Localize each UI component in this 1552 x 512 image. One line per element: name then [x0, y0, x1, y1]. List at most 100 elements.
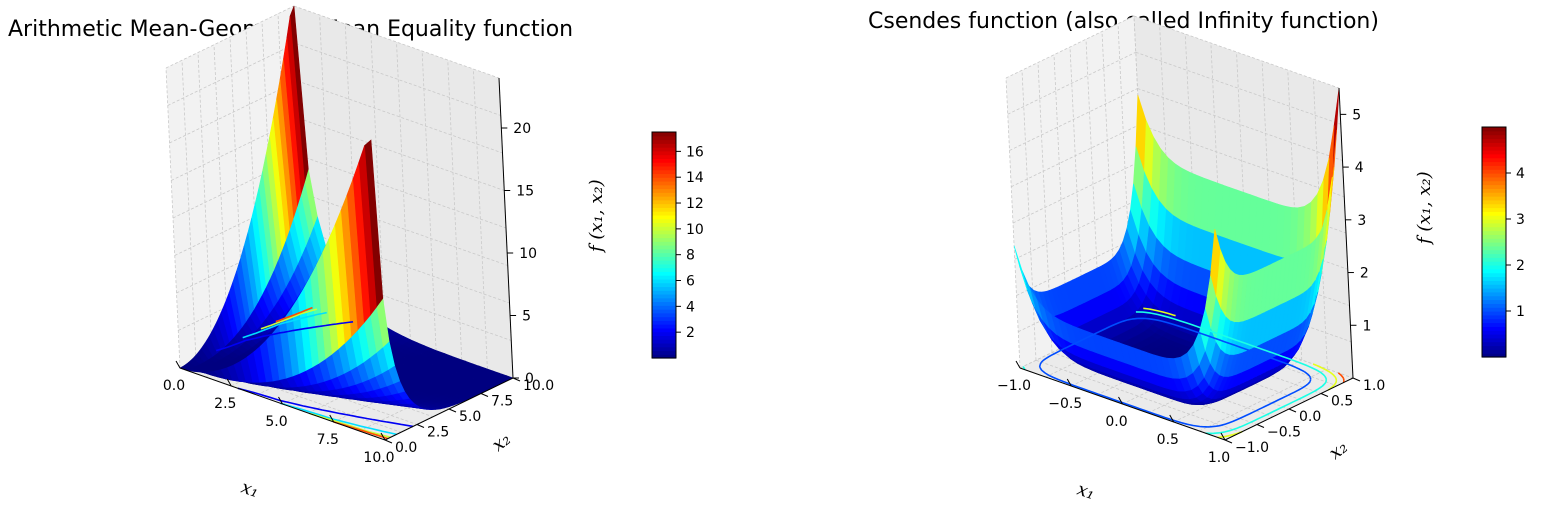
amgm-tick-mark [278, 396, 283, 405]
csendes-tick-mark [1352, 377, 1361, 382]
amgm-y-tick-label: 2.5 [427, 425, 449, 441]
amgm-colorbar-band [652, 248, 676, 254]
colorbar-csendes: 1 2 3 4 [1481, 126, 1525, 358]
csendes-y-tick-label: 0.5 [1331, 394, 1353, 410]
amgm-colorbar-tick-label: 4 [686, 299, 695, 315]
amgm-colorbar-tick-label: 10 [686, 222, 704, 238]
amgm-colorbar-band [652, 177, 676, 182]
csendes-colorbar-band [1482, 211, 1506, 216]
amgm-gridline [293, 5, 500, 79]
amgm-colorbar-band [652, 331, 676, 336]
csendes-z-tick-label: 5 [1352, 107, 1361, 123]
csendes-colorbar-band [1482, 134, 1506, 140]
csendes-colorbar-band [1482, 341, 1506, 347]
csendes-colorbar-band [1482, 330, 1506, 335]
csendes-colorbar-tick-label: 4 [1516, 166, 1525, 182]
csendes-gridline [1053, 54, 1069, 345]
amgm-y-tick-label: 10.0 [523, 378, 554, 394]
csendes-colorbar-band [1482, 176, 1506, 182]
amgm-colorbar-band [652, 139, 676, 144]
csendes-colorbar-band [1482, 199, 1506, 205]
amgm-colorbar-band [652, 196, 676, 201]
csendes-colorbar-tick-label: 1 [1516, 304, 1525, 320]
csendes-colorbar-band [1482, 230, 1506, 235]
csendes-colorbar-frame [1481, 126, 1507, 358]
amgm-colorbar-tick-label: 8 [686, 248, 695, 264]
csendes-x-tick-label: 0.5 [1157, 432, 1179, 448]
csendes-colorbar-band [1482, 334, 1506, 339]
x-axis-label-amgm: x₁ [238, 477, 261, 502]
csendes-tick-mark [1169, 414, 1175, 423]
amgm-z-tick-label: 15 [516, 184, 534, 200]
colorbar-amgm: 2 4 6 8 10 12 14 16 [651, 131, 704, 359]
amgm-gridline [165, 5, 295, 69]
csendes-colorbar-band [1482, 307, 1506, 312]
csendes-gridline [1007, 51, 1136, 115]
csendes-colorbar-band [1482, 261, 1506, 266]
amgm-colorbar-band [652, 154, 676, 159]
csendes-colorbar-band [1482, 184, 1506, 189]
amgm-z-tick-label: 20 [513, 121, 531, 137]
amgm-colorbar-band [652, 335, 676, 340]
amgm-colorbar-band [652, 339, 676, 344]
amgm-colorbar-band [652, 267, 676, 272]
amgm-colorbar-band [652, 342, 676, 348]
amgm-y-tick-label: 0.0 [395, 440, 417, 456]
csendes-colorbar-band [1482, 150, 1506, 155]
amgm-colorbar-band [652, 222, 676, 227]
csendes-colorbar-band [1482, 268, 1506, 274]
amgm-colorbar-band [652, 218, 676, 223]
csendes-colorbar-band [1482, 180, 1506, 186]
csendes-x-tick-label: −0.5 [1048, 396, 1082, 412]
csendes-colorbar-band [1482, 295, 1506, 301]
csendes-colorbar-band [1482, 314, 1506, 320]
csendes-tick-mark [1288, 408, 1297, 413]
csendes-colorbar-band [1482, 280, 1506, 285]
amgm-colorbar-band [652, 162, 676, 167]
z-axis-label-amgm: f (x₁, x₂) [586, 179, 607, 254]
csendes-colorbar-band [1482, 257, 1506, 262]
csendes-tick-mark [1066, 378, 1072, 387]
amgm-colorbar-band [652, 252, 676, 257]
csendes-gridline [1012, 160, 1142, 224]
z-axis-label-csendes: f (x₁, x₂) [1414, 171, 1435, 246]
csendes-tick-mark [1220, 432, 1226, 441]
csendes-y-tick-label: −0.5 [1267, 425, 1301, 441]
csendes-contour-line [1022, 311, 1328, 435]
y-axis-label-csendes: x₂ [1325, 437, 1352, 464]
amgm-colorbar-band [652, 286, 676, 291]
amgm-x-tick-label: 10.0 [363, 450, 394, 466]
amgm-tick-mark [380, 432, 386, 441]
amgm-colorbar-band [652, 354, 676, 359]
csendes-colorbar-band [1482, 222, 1506, 228]
csendes-z-tick-label: 1 [1363, 318, 1372, 334]
csendes-colorbar-band [1482, 130, 1506, 136]
amgm-colorbar-band [652, 301, 676, 306]
csendes-gridline [1137, 88, 1343, 161]
amgm-colorbar-band [652, 147, 676, 152]
csendes-colorbar-tick-label: 2 [1516, 258, 1525, 274]
csendes-gridline [1085, 39, 1101, 330]
csendes-colorbar-band [1482, 192, 1506, 197]
amgm-gridline [171, 118, 300, 181]
amgm-colorbar-band [652, 132, 676, 137]
csendes-colorbar-band [1482, 207, 1506, 212]
x-axis-label-csendes: x₁ [1074, 479, 1097, 504]
amgm-contour-line [215, 321, 414, 428]
csendes-y-tick-label: 0.0 [1299, 409, 1321, 425]
amgm-tick-mark [384, 439, 393, 444]
amgm-colorbar-band [652, 237, 676, 242]
amgm-z-tick-label: 10 [519, 246, 537, 262]
amgm-colorbar-band [652, 180, 676, 186]
csendes-gridline [1133, 15, 1340, 89]
csendes-colorbar-band [1482, 299, 1506, 304]
amgm-gridline [300, 155, 507, 229]
csendes-axis-line [1338, 87, 1354, 379]
csendes-z-tick-label: 4 [1355, 160, 1364, 176]
csendes-tick-mark [1118, 396, 1123, 405]
csendes-colorbar-band [1482, 219, 1506, 224]
amgm-colorbar-band [652, 173, 676, 178]
amgm-colorbar-band [652, 320, 676, 325]
csendes-colorbar-band [1482, 226, 1506, 232]
